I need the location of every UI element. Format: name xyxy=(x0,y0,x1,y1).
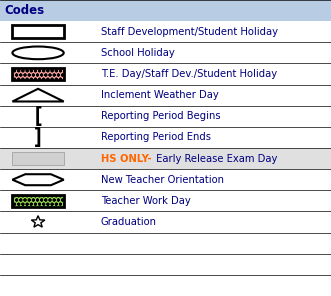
Text: Staff Development/Student Holiday: Staff Development/Student Holiday xyxy=(101,27,278,37)
Polygon shape xyxy=(31,216,45,227)
Text: ]: ] xyxy=(32,128,44,147)
Text: T.E. Day/Staff Dev./Student Holiday: T.E. Day/Staff Dev./Student Holiday xyxy=(101,69,277,79)
Bar xyxy=(13,25,64,38)
Text: New Teacher Orientation: New Teacher Orientation xyxy=(101,175,224,185)
Polygon shape xyxy=(13,89,64,102)
Text: Inclement Weather Day: Inclement Weather Day xyxy=(101,90,219,100)
Text: Reporting Period Ends: Reporting Period Ends xyxy=(101,132,211,142)
Ellipse shape xyxy=(13,46,64,59)
Text: Codes: Codes xyxy=(4,4,44,17)
Text: Teacher Work Day: Teacher Work Day xyxy=(101,196,191,206)
Text: School Holiday: School Holiday xyxy=(101,48,175,58)
Text: Graduation: Graduation xyxy=(101,217,157,227)
Polygon shape xyxy=(13,174,64,185)
Text: [: [ xyxy=(32,106,44,126)
Bar xyxy=(0,0,331,21)
Text: Early Release Exam Day: Early Release Exam Day xyxy=(153,154,277,164)
Text: Reporting Period Begins: Reporting Period Begins xyxy=(101,111,220,121)
Bar xyxy=(13,152,64,165)
Bar xyxy=(13,194,64,207)
Bar xyxy=(13,68,64,80)
Bar xyxy=(0,148,331,169)
Text: HS ONLY-: HS ONLY- xyxy=(101,154,152,164)
